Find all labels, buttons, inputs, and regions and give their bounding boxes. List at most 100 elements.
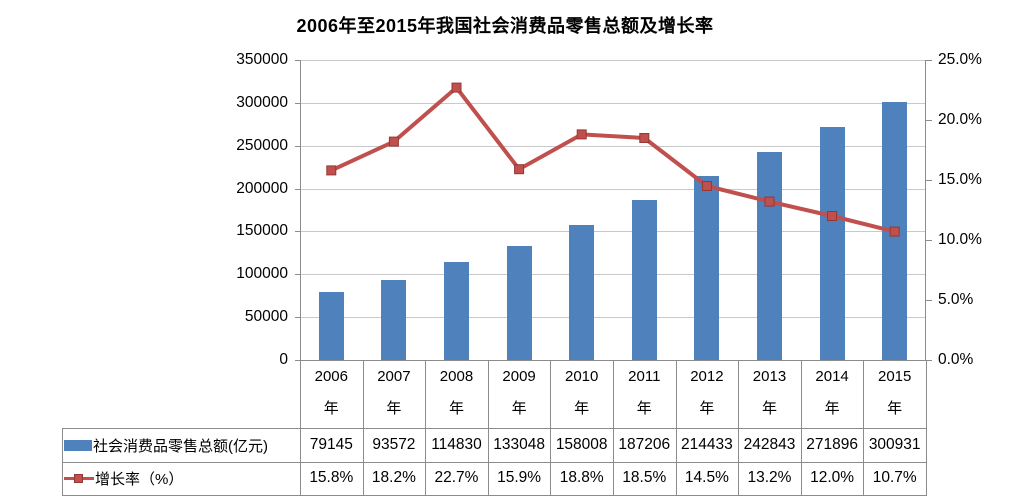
x-axis-label-2012年: 2012 年 — [676, 360, 739, 428]
y-axis-right-tick — [926, 300, 932, 301]
table-cell-growth-2008年: 22.7% — [434, 469, 479, 486]
gridline — [300, 274, 926, 276]
x-axis-label-year: 2010 — [565, 368, 599, 385]
x-axis-label-year: 2012 — [690, 368, 724, 385]
y-axis-right-tick — [926, 120, 932, 121]
table-cell-retail-2011年: 187206 — [618, 436, 671, 453]
y-axis-left-tick — [295, 274, 300, 276]
y-axis-right-label: 0.0% — [938, 351, 974, 368]
table-border-v — [738, 428, 740, 496]
table-cell-retail-2010年: 158008 — [555, 436, 608, 453]
x-axis-label-2008年: 2008 年 — [425, 360, 488, 428]
legend-label-retail-total: 社会消费品零售总额(亿元) — [93, 438, 268, 455]
line-marker-2012年 — [701, 181, 712, 191]
x-axis-label-year: 2007 — [377, 368, 411, 385]
table-border-h — [62, 462, 926, 463]
line-marker-2014年 — [827, 211, 838, 221]
x-axis-label-suffix: 年 — [761, 400, 777, 417]
x-axis-label-2011年: 2011 年 — [613, 360, 676, 428]
x-band-separator — [487, 360, 489, 428]
table-cell-growth-2009年: 15.9% — [497, 469, 542, 486]
line-marker-2008年 — [451, 82, 462, 93]
y-axis-left-tick — [295, 188, 300, 190]
y-axis-left-label: 250000 — [236, 136, 288, 154]
x-band-separator — [362, 360, 364, 428]
growth-rate-line — [330, 84, 896, 234]
x-axis-label-suffix: 年 — [699, 400, 715, 417]
x-axis-label-year: 2006 — [314, 368, 348, 385]
line-marker-2007年 — [388, 136, 399, 147]
bar-2006年 — [318, 292, 344, 360]
y-axis-right-tick — [926, 180, 932, 181]
x-axis-label-suffix: 年 — [574, 400, 590, 417]
y-axis-right-label: 20.0% — [938, 111, 982, 128]
gridline — [300, 145, 926, 147]
x-axis-label-2007年: 2007 年 — [363, 360, 426, 428]
table-cell-growth-2010年: 18.8% — [559, 469, 604, 486]
x-band-separator — [800, 360, 802, 428]
plot-area — [300, 60, 926, 361]
gridline — [300, 188, 926, 190]
bar-2007年 — [381, 279, 407, 360]
table-cell-retail-2014年: 271896 — [806, 436, 858, 453]
table-border-v — [487, 428, 489, 496]
table-border-v — [62, 428, 63, 496]
y-axis-right-label: 5.0% — [938, 291, 974, 308]
table-border-v — [926, 428, 927, 496]
table-cell-retail-2012年: 214433 — [681, 436, 733, 453]
bar-2012年 — [694, 176, 720, 360]
legend-item-retail-total: 社会消费品零售总额(亿元) — [64, 429, 298, 462]
x-band-separator — [425, 360, 427, 428]
table-cell-retail-2009年: 133048 — [493, 436, 545, 453]
x-axis-label-2010年: 2010 年 — [550, 360, 613, 428]
table-border-h — [62, 428, 926, 429]
x-band-separator — [738, 360, 740, 428]
x-band-separator — [550, 360, 552, 428]
table-border-v — [300, 428, 301, 496]
bar-2008年 — [444, 261, 469, 360]
x-band-separator — [926, 360, 927, 428]
y-axis-left-label: 100000 — [236, 265, 288, 283]
y-axis-left-tick — [295, 360, 300, 361]
y-axis-right-tick — [926, 240, 932, 241]
bar-series-swatch-icon — [64, 440, 92, 451]
table-cell-growth-2013年: 13.2% — [747, 469, 792, 486]
x-axis-label-2015年: 2015 年 — [863, 360, 926, 428]
table-cell-retail-2007年: 93572 — [372, 436, 416, 453]
table-border-v — [362, 428, 364, 496]
y-axis-left-label: 350000 — [236, 51, 288, 68]
line-marker-2009年 — [514, 164, 525, 175]
y-axis-left-tick — [295, 60, 300, 61]
x-axis-label-suffix: 年 — [887, 400, 903, 417]
table-cell-growth-2011年: 18.5% — [622, 469, 667, 486]
x-axis-label-suffix: 年 — [323, 400, 339, 417]
x-axis-label-suffix: 年 — [636, 400, 652, 417]
table-border-v — [550, 428, 552, 496]
table-cell-growth-2014年: 12.0% — [810, 469, 855, 486]
y-axis-left-tick — [295, 317, 300, 319]
line-marker-2015年 — [889, 226, 900, 237]
x-band-separator — [675, 360, 677, 428]
table-border-v — [800, 428, 802, 496]
y-axis-left-tick — [295, 231, 300, 233]
table-cell-retail-2015年: 300931 — [868, 436, 921, 453]
y-axis-right-tick — [926, 360, 932, 361]
y-axis-left-label: 300000 — [236, 93, 288, 111]
table-cell-retail-2008年: 114830 — [431, 436, 482, 453]
x-axis-label-2006年: 2006 年 — [300, 360, 363, 428]
x-axis-label-year: 2015 — [878, 368, 912, 385]
chart-title: 2006年至2015年我国社会消费品零售总额及增长率 — [296, 16, 714, 36]
x-axis-label-year: 2008 — [439, 368, 474, 385]
line-series-swatch-icon — [64, 473, 94, 484]
bar-2009年 — [506, 246, 532, 360]
gridline — [300, 317, 926, 319]
table-cell-growth-2015年: 10.7% — [872, 469, 917, 486]
legend-item-growth-rate: 增长率（%） — [64, 462, 298, 495]
x-axis-label-year: 2014 — [815, 368, 849, 385]
table-border-v — [613, 428, 614, 496]
y-axis-left-label: 200000 — [236, 179, 288, 197]
line-marker-2011年 — [639, 133, 650, 143]
table-border-h — [62, 495, 926, 496]
y-axis-left-label: 0 — [279, 351, 288, 368]
